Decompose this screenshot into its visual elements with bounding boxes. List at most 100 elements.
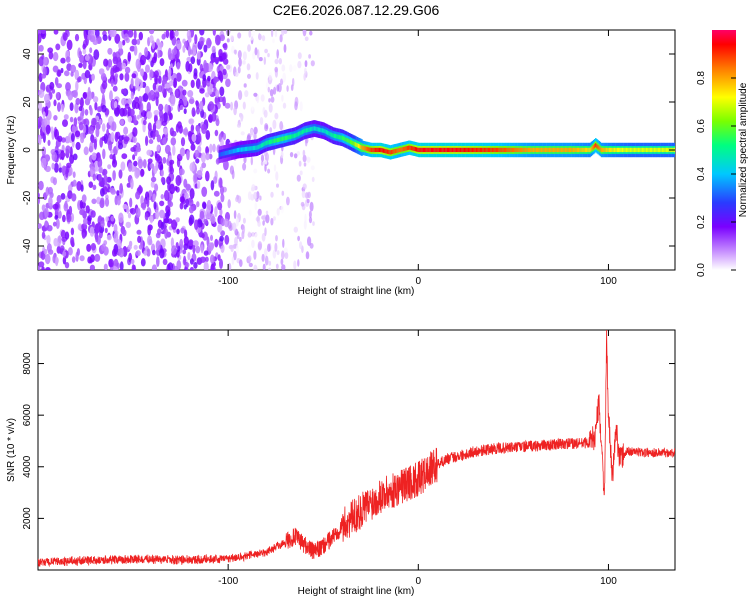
noise-blob [123,33,129,41]
noise-blob [179,238,184,250]
ridge-core [419,147,421,153]
noise-blob [268,103,273,113]
ridge-core [540,147,542,153]
noise-blob [206,80,211,87]
ridge-core [403,146,405,152]
ridge-core [424,147,426,153]
noise-blob [130,258,135,265]
ridge-core [654,147,656,153]
ridge-core [444,147,446,153]
ridge-core [392,149,394,154]
noise-blob [308,216,313,224]
ridge-core [291,134,294,139]
noise-blob [146,101,151,113]
ridge-core [251,146,254,151]
noise-blob [122,88,127,94]
noise-blob [102,148,106,160]
noise-blob [110,132,115,143]
noise-blob [283,44,287,53]
ridge-core [329,131,331,136]
noise-blob [196,170,203,179]
ridge-core [442,147,444,153]
ridge-core [495,147,498,153]
ridge-core [482,147,484,153]
noise-blob [114,73,119,79]
ridge-core [494,147,497,153]
ridge-core [607,147,610,153]
ridge-core [429,147,432,153]
noise-blob [205,130,211,140]
noise-blob [312,221,315,226]
ridge-core [608,147,611,153]
noise-blob [72,153,78,161]
ridge-core [398,147,401,153]
noise-blob [116,190,120,196]
noise-blob [183,255,187,266]
noise-blob [302,30,307,37]
ridge-core [566,147,568,153]
ridge-core [644,147,646,153]
ridge-core [623,147,626,153]
noise-blob [113,223,118,234]
noise-blob [38,261,45,268]
ridge-core [343,136,345,141]
noise-blob [85,205,90,214]
ridge-core [565,147,567,153]
noise-blob [152,122,157,133]
noise-blob [136,114,140,120]
noise-blob [40,30,47,34]
noise-blob [131,73,137,79]
colorbar-gradient [712,30,736,270]
noise-blob [154,151,158,159]
noise-blob [71,256,76,263]
ridge-core [560,147,563,153]
ridge-core [543,147,546,153]
noise-blob [199,210,205,220]
noise-blob [296,174,301,182]
noise-blob [127,212,132,219]
noise-blob [144,47,149,57]
ridge-core [440,147,442,153]
ridge-core [223,151,225,156]
spectrogram-ylabel: Frequency (Hz) [6,116,17,185]
noise-blob [111,159,118,168]
noise-blob [187,45,191,57]
noise-blob [267,86,270,93]
noise-blob [163,218,170,224]
ridge-core [596,144,598,149]
noise-blob [42,66,47,77]
noise-blob [254,233,259,239]
ridge-core [390,150,393,155]
ridge-core [664,147,667,153]
x-tick-label: 0 [416,276,422,287]
noise-blob [229,165,234,175]
ridge-core [513,147,515,153]
noise-blob [81,223,88,231]
noise-blob [175,175,182,186]
ridge-core [535,147,538,153]
ridge-core [515,147,517,153]
noise-blob [199,100,204,112]
noise-blob [258,57,263,62]
noise-blob [81,201,86,209]
ridge-core [417,147,419,152]
noise-blob [135,58,140,70]
noise-blob [222,68,227,76]
ridge-core [591,145,594,151]
noise-blob [238,57,242,67]
noise-blob [296,151,301,156]
ridge-core [581,147,583,153]
ridge-core [487,147,490,153]
ridge-core [629,147,631,153]
colorbar-label: Normalized spectral amplitude [738,82,749,217]
noise-blob [257,241,263,250]
ridge-core [525,147,527,153]
noise-blob [113,100,118,109]
noise-blob [260,161,264,166]
ridge-core [239,147,241,152]
noise-blob [162,137,167,145]
noise-blob [60,152,66,158]
noise-blob [41,146,47,157]
noise-blob [98,173,102,183]
ridge-core [297,132,299,137]
